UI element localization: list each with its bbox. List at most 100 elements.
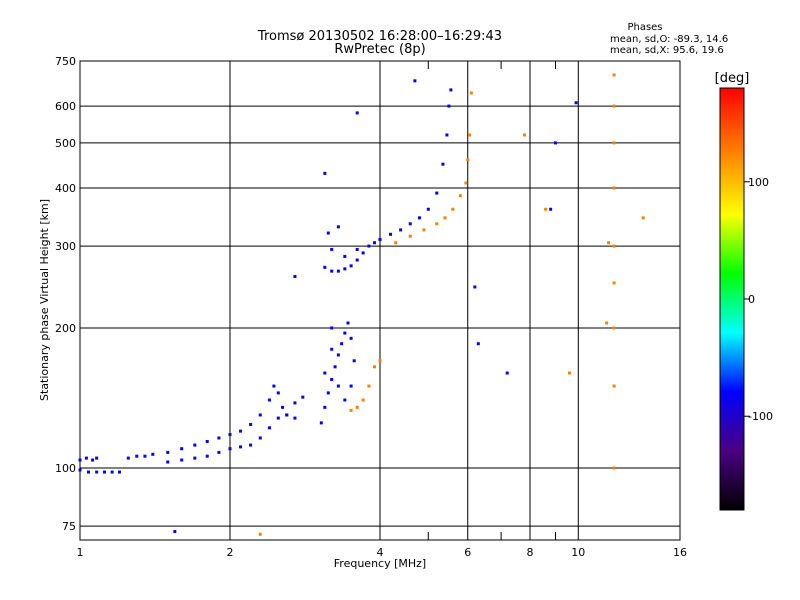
data-point bbox=[367, 244, 371, 248]
data-point bbox=[441, 162, 445, 166]
info-heading: Phases bbox=[627, 22, 662, 33]
x-axis-label: Frequency [MHz] bbox=[334, 557, 426, 570]
data-point bbox=[343, 398, 347, 402]
y-tick-label: 400 bbox=[55, 182, 76, 195]
data-point bbox=[445, 133, 449, 137]
data-point bbox=[151, 452, 155, 456]
data-point bbox=[249, 443, 253, 447]
data-point bbox=[373, 365, 377, 369]
data-point bbox=[180, 458, 184, 462]
data-point bbox=[330, 377, 334, 381]
x-tick-label: 6 bbox=[464, 546, 471, 559]
data-point bbox=[330, 269, 334, 273]
data-point bbox=[205, 439, 209, 443]
data-point bbox=[641, 216, 645, 220]
data-point bbox=[78, 468, 82, 472]
data-point bbox=[373, 241, 377, 245]
y-axis-label: Stationary phase Virtual Height [km] bbox=[38, 199, 51, 401]
data-point bbox=[193, 456, 197, 460]
data-point bbox=[408, 222, 412, 226]
grid bbox=[80, 60, 680, 540]
data-point bbox=[361, 251, 365, 255]
y-tick-label: 100 bbox=[55, 462, 76, 475]
colorbar-label: [deg] bbox=[715, 71, 750, 86]
data-point bbox=[523, 133, 527, 137]
data-point bbox=[612, 186, 616, 190]
info-line-o: mean, sd,O: -89.3, 14.6 bbox=[610, 34, 728, 45]
data-point bbox=[301, 395, 305, 399]
data-point bbox=[612, 104, 616, 108]
data-point bbox=[166, 450, 170, 454]
data-point bbox=[605, 321, 609, 325]
data-point bbox=[239, 429, 243, 433]
data-point bbox=[378, 359, 382, 363]
data-point bbox=[228, 433, 232, 437]
data-point bbox=[343, 331, 347, 335]
data-point bbox=[95, 470, 99, 474]
data-point bbox=[612, 466, 616, 470]
data-point bbox=[417, 216, 421, 220]
data-point bbox=[355, 405, 359, 409]
data-point bbox=[458, 194, 462, 198]
chart-title: Tromsø 20130502 16:28:00–16:29:43 bbox=[257, 29, 502, 44]
data-point bbox=[330, 347, 334, 351]
data-point bbox=[408, 234, 412, 238]
data-point bbox=[239, 445, 243, 449]
data-point bbox=[249, 423, 253, 427]
data-point bbox=[612, 73, 616, 77]
data-point bbox=[612, 326, 616, 330]
data-point bbox=[103, 470, 107, 474]
data-point bbox=[352, 359, 356, 363]
data-point bbox=[349, 384, 353, 388]
plot-area: 1 2 4 6 8 10 16 75 100 200 300 400 500 600 750 bbox=[55, 55, 687, 559]
data-point bbox=[95, 456, 99, 460]
data-point bbox=[272, 384, 276, 388]
data-point bbox=[549, 207, 553, 211]
data-point bbox=[333, 365, 337, 369]
data-point bbox=[422, 228, 426, 232]
data-point bbox=[143, 454, 147, 458]
data-point bbox=[326, 391, 330, 395]
data-point bbox=[126, 456, 130, 460]
colorbar-tick-label: 100 bbox=[748, 176, 769, 189]
data-point bbox=[330, 247, 334, 251]
data-point bbox=[267, 426, 271, 430]
data-point bbox=[323, 371, 327, 375]
data-point bbox=[349, 408, 353, 412]
data-point bbox=[473, 285, 477, 289]
data-point bbox=[78, 458, 82, 462]
data-point bbox=[612, 384, 616, 388]
data-point bbox=[567, 371, 571, 375]
data-point bbox=[346, 321, 350, 325]
data-point bbox=[612, 141, 616, 145]
colorbar-ticks: -100 0 100 bbox=[744, 176, 773, 423]
data-point bbox=[117, 470, 121, 474]
data-points bbox=[78, 73, 645, 536]
data-point bbox=[319, 421, 323, 425]
data-point bbox=[355, 111, 359, 115]
data-point bbox=[468, 133, 472, 137]
data-point bbox=[451, 207, 455, 211]
data-point bbox=[476, 342, 480, 346]
y-tick-label: 600 bbox=[55, 100, 76, 113]
data-point bbox=[349, 336, 353, 340]
data-point bbox=[435, 222, 439, 226]
data-point bbox=[323, 171, 327, 175]
data-point bbox=[505, 371, 509, 375]
data-point bbox=[180, 447, 184, 451]
data-point bbox=[612, 281, 616, 285]
data-point bbox=[276, 391, 280, 395]
data-point bbox=[323, 265, 327, 269]
data-point bbox=[293, 275, 297, 279]
data-point bbox=[91, 458, 95, 462]
colorbar-gradient bbox=[719, 87, 745, 511]
data-point bbox=[443, 216, 447, 220]
data-point bbox=[323, 405, 327, 409]
data-point bbox=[205, 454, 209, 458]
colorbar: [deg] -100 0 100 bbox=[715, 71, 773, 511]
data-point bbox=[293, 416, 297, 420]
data-point bbox=[343, 267, 347, 271]
data-point bbox=[367, 384, 371, 388]
data-point bbox=[281, 405, 285, 409]
